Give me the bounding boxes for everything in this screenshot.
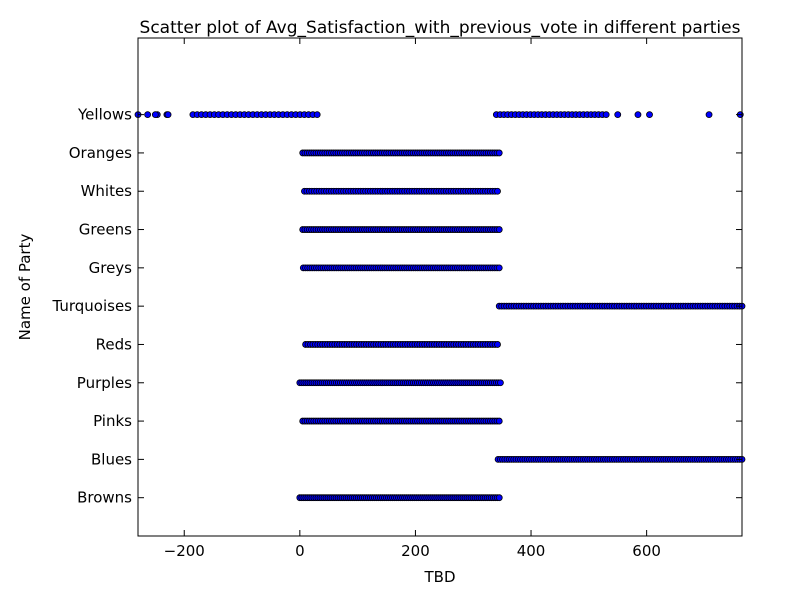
scatter-point bbox=[144, 111, 152, 119]
scatter-point bbox=[646, 111, 653, 119]
x-tick-label: 0 bbox=[295, 542, 305, 560]
y-tick-label: Blues bbox=[91, 450, 132, 468]
scatter-point bbox=[495, 226, 503, 233]
scatter-point bbox=[495, 149, 503, 157]
scatter-point bbox=[495, 494, 503, 502]
scatter-point bbox=[495, 417, 503, 425]
y-tick-label: Greys bbox=[89, 259, 133, 277]
scatter-point bbox=[495, 264, 503, 272]
y-tick-label: Browns bbox=[77, 489, 132, 507]
x-axis-label: TBD bbox=[423, 568, 455, 586]
scatter-point bbox=[151, 111, 159, 119]
y-axis-label: Name of Party bbox=[16, 234, 34, 341]
x-tick-label: 400 bbox=[517, 542, 546, 560]
x-tick-label: 200 bbox=[401, 542, 430, 560]
y-tick-label: Reds bbox=[96, 335, 132, 353]
scatter-point bbox=[494, 341, 501, 348]
y-tick-label: Pinks bbox=[93, 412, 132, 430]
y-tick-label: Greens bbox=[79, 221, 132, 239]
plot-marks bbox=[134, 111, 746, 502]
scatter-point bbox=[614, 111, 622, 119]
plot-frame bbox=[137, 37, 743, 537]
y-tick-label: Purples bbox=[77, 374, 132, 392]
scatter-point bbox=[634, 111, 642, 119]
scatter-point bbox=[313, 111, 321, 119]
scatter-point bbox=[705, 111, 713, 119]
x-axis: −200 0 200 400 600 bbox=[164, 38, 661, 560]
x-tick-label: 600 bbox=[632, 542, 661, 560]
scatter-point bbox=[164, 111, 172, 119]
y-axis: Browns Blues Pinks Purples Reds Turquoises Gre… bbox=[51, 106, 742, 507]
scatter-point bbox=[496, 379, 504, 387]
y-tick-label: Whites bbox=[81, 182, 133, 200]
scatter-point bbox=[494, 187, 501, 195]
y-tick-label: Yellows bbox=[77, 106, 132, 124]
scatter-point bbox=[602, 111, 610, 119]
y-tick-label: Oranges bbox=[69, 144, 132, 162]
x-tick-label: −200 bbox=[164, 542, 205, 560]
chart-title: Scatter plot of Avg_Satisfaction_with_pr… bbox=[140, 18, 741, 38]
y-tick-label: Turquoises bbox=[51, 297, 132, 315]
